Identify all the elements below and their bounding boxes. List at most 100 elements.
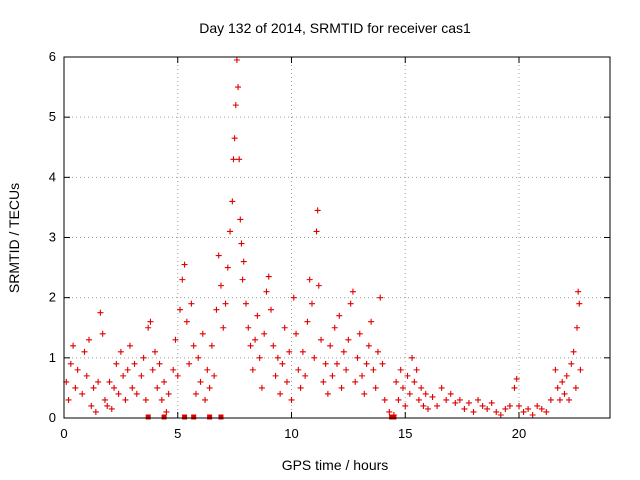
data-point [520, 408, 527, 415]
data-point [235, 84, 242, 91]
data-point [465, 399, 472, 406]
data-point [154, 384, 161, 391]
data-point [488, 399, 495, 406]
data-point [516, 402, 522, 409]
data-point [329, 372, 336, 379]
data-point [295, 366, 302, 373]
data-point [415, 396, 422, 403]
data-point [397, 366, 404, 373]
data-point [575, 288, 582, 295]
data-point [556, 396, 563, 403]
data-point [261, 330, 268, 337]
data-point [443, 396, 450, 403]
data-point [566, 396, 573, 403]
data-point [399, 384, 406, 391]
data-point [511, 384, 518, 391]
data-point [149, 366, 156, 373]
data-point [254, 312, 261, 319]
data-point [525, 405, 532, 412]
data-point [88, 402, 95, 409]
data-point [361, 390, 368, 397]
data-point [543, 408, 550, 415]
data-point [479, 402, 486, 409]
data-point [279, 360, 286, 367]
y-tick-label: 2 [49, 290, 56, 305]
zero-marker [218, 414, 224, 420]
data-point [288, 396, 295, 403]
data-point [334, 360, 340, 367]
data-point [111, 384, 118, 391]
data-point [493, 408, 500, 415]
data-point [140, 354, 147, 361]
data-point [188, 300, 195, 307]
data-point [324, 390, 331, 397]
data-point [233, 57, 240, 64]
data-point [563, 372, 570, 379]
data-point [172, 336, 179, 343]
zero-marker [207, 414, 213, 420]
data-point [220, 324, 227, 331]
data-point [577, 366, 584, 373]
data-point [315, 282, 322, 289]
data-point [574, 324, 581, 331]
data-point [559, 378, 566, 385]
data-point [122, 396, 129, 403]
x-tick-label: 10 [284, 426, 298, 441]
data-point [372, 384, 379, 391]
x-tick-label: 15 [398, 426, 412, 441]
data-point [356, 330, 363, 337]
data-point [65, 396, 72, 403]
data-point [404, 372, 411, 379]
data-point [117, 348, 124, 355]
data-point [268, 306, 275, 313]
data-point [208, 342, 215, 349]
data-point [95, 378, 102, 385]
data-point [552, 366, 559, 373]
data-point [377, 294, 384, 301]
data-point [336, 312, 343, 319]
data-point [386, 408, 393, 415]
data-point [131, 360, 138, 367]
data-point [299, 348, 306, 355]
data-point [313, 228, 320, 235]
data-point [331, 324, 338, 331]
data-point [86, 336, 93, 343]
y-tick-label: 5 [49, 109, 56, 124]
data-point [170, 366, 177, 373]
data-point [274, 354, 281, 361]
data-point [81, 348, 88, 355]
data-point [308, 300, 315, 307]
x-tick-label: 5 [174, 426, 181, 441]
data-point [79, 390, 86, 397]
data-point [108, 405, 115, 412]
data-point [99, 330, 106, 337]
data-point [277, 390, 284, 397]
data-point [213, 306, 220, 313]
data-point [197, 378, 204, 385]
data-point [497, 411, 504, 418]
data-point [270, 342, 277, 349]
data-point [263, 288, 270, 295]
data-point [568, 360, 575, 367]
data-point [297, 384, 304, 391]
data-point [470, 408, 477, 415]
data-point [74, 366, 81, 373]
data-point [206, 384, 213, 391]
data-point [418, 384, 425, 391]
data-point [529, 411, 536, 418]
data-point [320, 378, 327, 385]
data-point [120, 372, 127, 379]
data-point [240, 258, 247, 265]
data-point [239, 276, 246, 283]
data-point [195, 354, 202, 361]
zero-marker [182, 414, 188, 420]
data-point [161, 378, 168, 385]
data-point [142, 396, 149, 403]
y-tick-label: 6 [49, 49, 56, 64]
data-point [230, 156, 237, 163]
zero-marker [191, 414, 197, 420]
data-point [237, 216, 244, 223]
data-point [236, 156, 243, 163]
data-point [224, 264, 231, 271]
